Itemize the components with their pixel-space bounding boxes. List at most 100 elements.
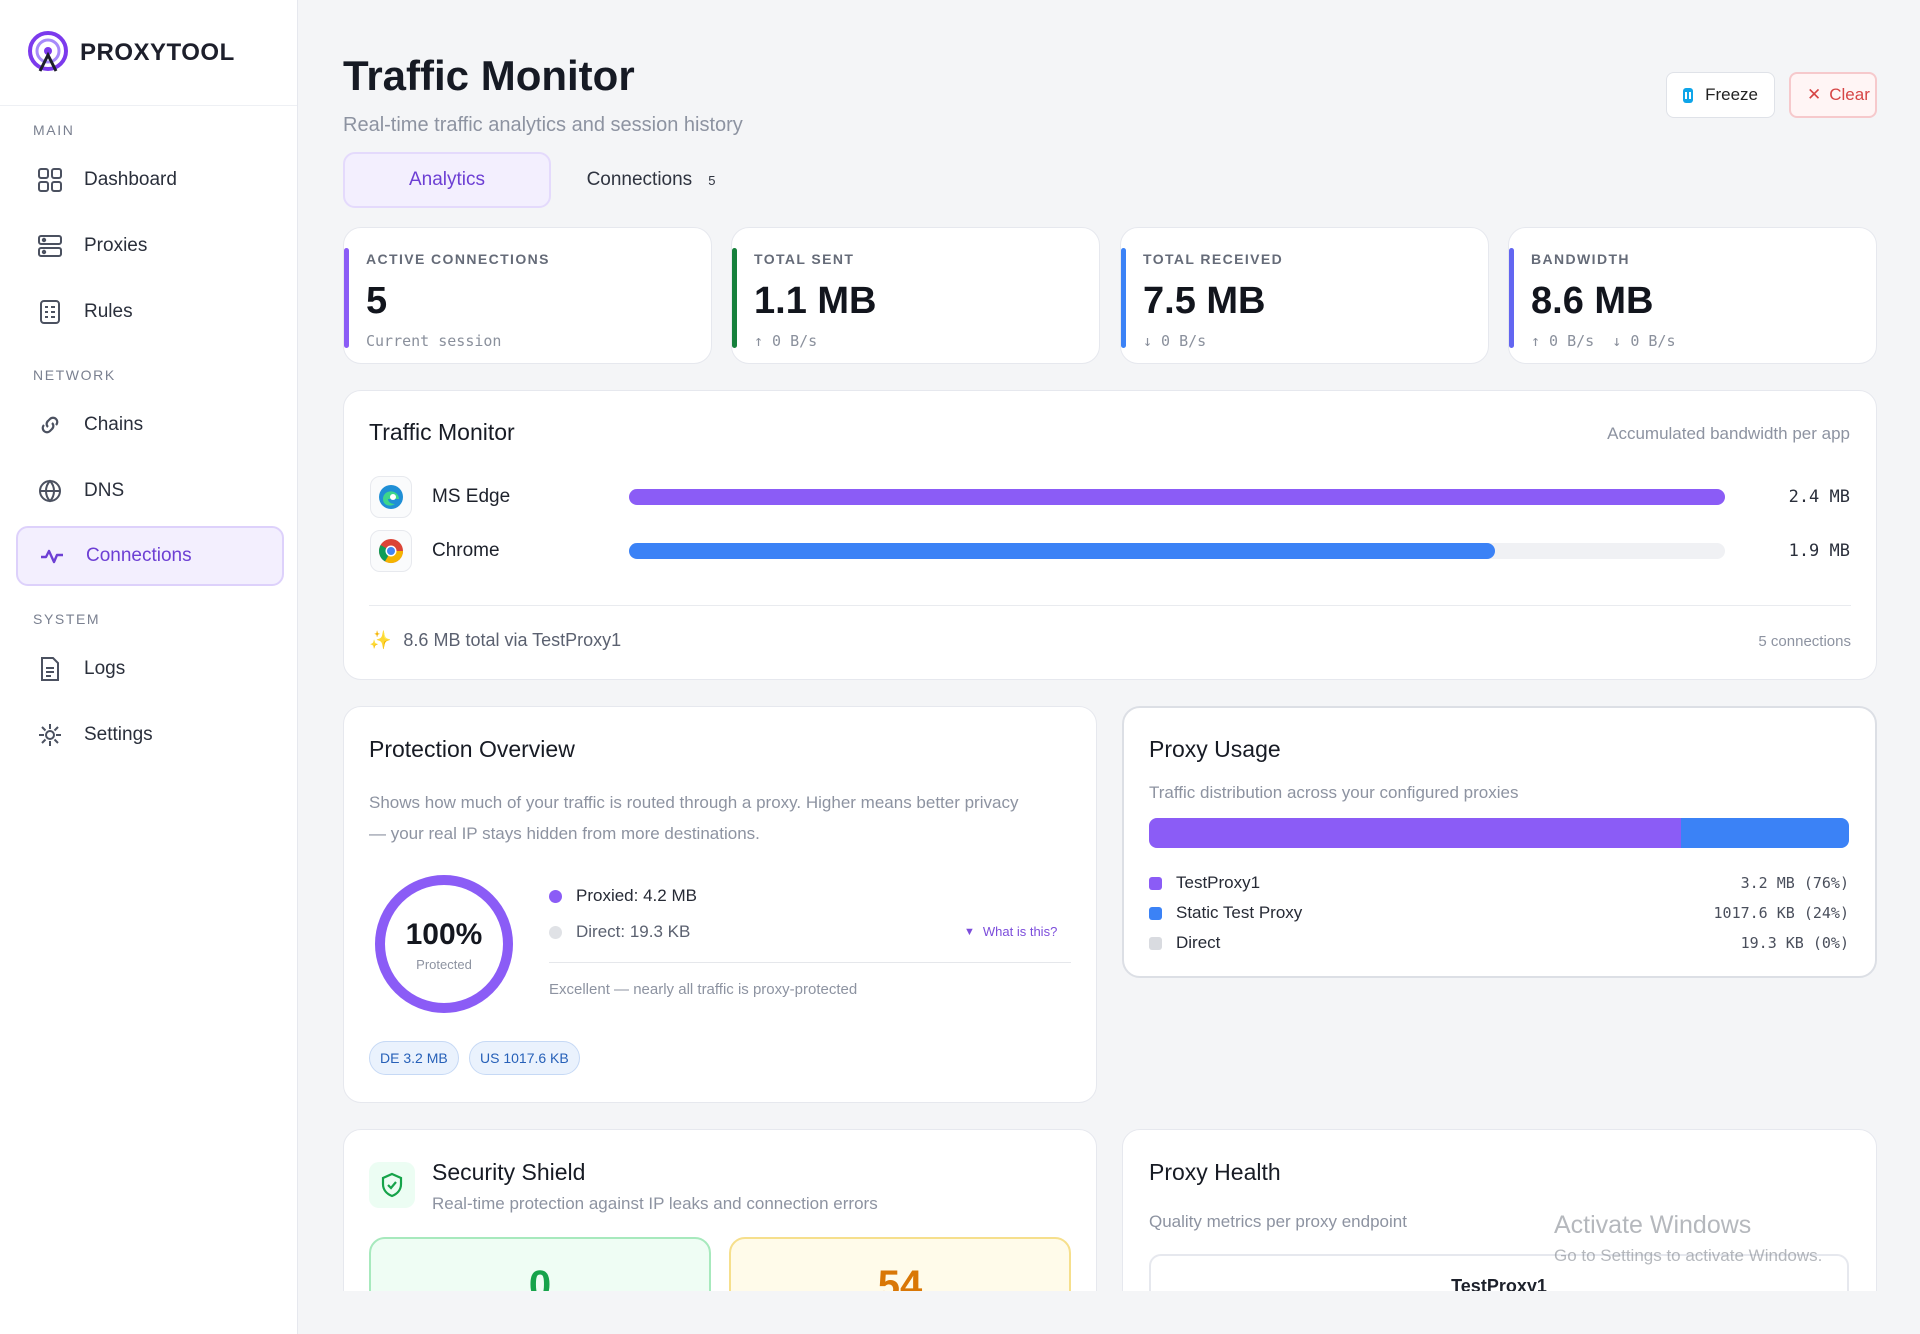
brand-name: PROXYTOOL: [80, 38, 235, 66]
globe-icon: [33, 474, 67, 508]
link-icon: [33, 408, 67, 442]
stat-note: Current session: [366, 332, 502, 350]
file-icon: [33, 652, 67, 686]
tab-count-badge: 5: [708, 172, 716, 188]
traffic-connection-count: 5 connections: [1758, 633, 1851, 650]
server-icon: [33, 229, 67, 263]
clear-button[interactable]: ✕ Clear: [1789, 72, 1877, 118]
tab-label: Analytics: [408, 169, 486, 190]
direct-dot-icon: [549, 925, 562, 939]
freeze-button[interactable]: Freeze: [1666, 72, 1775, 118]
checklist-icon: [33, 295, 67, 329]
section-main: MAIN: [33, 122, 75, 138]
accent-bar: [344, 248, 349, 348]
sidebar: PROXYTOOL MAIN Dashboard Proxies Rules N…: [0, 0, 298, 1334]
tab-connections[interactable]: Connections 5: [571, 152, 731, 208]
stat-label: TOTAL RECEIVED: [1143, 251, 1284, 267]
sidebar-item-logs[interactable]: Logs: [16, 639, 284, 699]
sidebar-item-dashboard[interactable]: Dashboard: [16, 150, 284, 210]
stat-label: ACTIVE CONNECTIONS: [366, 251, 550, 267]
protection-description-line: Shows how much of your traffic is routed…: [369, 793, 1019, 812]
usage-row: Static Test Proxy 1017.6 KB (24%): [1149, 898, 1849, 928]
sidebar-item-label: DNS: [84, 480, 125, 501]
stat-label: TOTAL SENT: [754, 251, 855, 267]
traffic-monitor-card: [343, 390, 1877, 680]
edge-icon: [370, 476, 412, 518]
protection-ring: [375, 875, 513, 1013]
bandwidth-bar-track: [629, 489, 1725, 505]
pause-icon: [1683, 87, 1694, 103]
protection-verdict: Excellent — nearly all traffic is proxy-…: [549, 981, 858, 998]
proxy-usage-title: Proxy Usage: [1149, 736, 1281, 762]
proxy-usage-legend: TestProxy1 3.2 MB (76%) Static Test Prox…: [1149, 868, 1849, 958]
sidebar-item-label: Logs: [84, 658, 126, 679]
stat-value: 8.6 MB: [1531, 280, 1654, 322]
legend-swatch-icon: [1149, 906, 1162, 920]
app-bandwidth-value: 1.9 MB: [1788, 541, 1850, 561]
stat-value: 5: [366, 280, 388, 322]
page-subtitle: Real-time traffic analytics and session …: [343, 114, 743, 136]
section-system: SYSTEM: [33, 611, 101, 627]
watermark-title: Activate Windows: [1554, 1211, 1752, 1239]
usage-row: Direct 19.3 KB (0%): [1149, 928, 1849, 958]
stat-card-bandwidth: BANDWIDTH 8.6 MB ↑ 0 B/s ↓ 0 B/s: [1508, 227, 1877, 364]
sidebar-item-settings[interactable]: Settings: [16, 705, 284, 765]
chrome-icon: [370, 530, 412, 572]
brand: PROXYTOOL: [0, 0, 297, 106]
protection-title: Protection Overview: [369, 736, 575, 762]
app-name: Chrome: [432, 540, 500, 561]
stat-note: ↓ 0 B/s: [1143, 332, 1207, 350]
brand-logo-icon: [28, 30, 68, 72]
usage-name: Direct: [1176, 933, 1221, 952]
direct-value: Direct: 19.3 KB: [576, 922, 691, 941]
stat-card-total-received: TOTAL RECEIVED 7.5 MB ↓ 0 B/s: [1120, 227, 1489, 364]
tab-analytics[interactable]: Analytics: [343, 152, 551, 208]
legend-proxied: Proxied: 4.2 MB: [549, 886, 697, 906]
grid-icon: [33, 163, 67, 197]
scroll-cutoff: [299, 1291, 1920, 1334]
stat-label: BANDWIDTH: [1531, 251, 1630, 267]
sidebar-item-label: Rules: [84, 301, 133, 322]
usage-value: 19.3 KB (0%): [1740, 934, 1849, 952]
usage-value: 3.2 MB (76%): [1740, 874, 1849, 892]
accent-bar: [1121, 248, 1126, 348]
proxy-health-caption: Quality metrics per proxy endpoint: [1149, 1212, 1407, 1231]
stat-card-total-sent: TOTAL SENT 1.1 MB ↑ 0 B/s: [731, 227, 1100, 364]
stat-note: ↑ 0 B/s ↓ 0 B/s: [1531, 332, 1676, 350]
protection-description-line: — your real IP stays hidden from more de…: [369, 824, 760, 843]
stat-note: ↑ 0 B/s: [754, 332, 818, 350]
proxied-value: Proxied: 4.2 MB: [576, 886, 697, 905]
security-caption: Real-time protection against IP leaks an…: [432, 1194, 878, 1213]
sidebar-item-chains[interactable]: Chains: [16, 395, 284, 455]
sparkle-icon: ✨: [369, 630, 392, 650]
sidebar-item-dns[interactable]: DNS: [16, 461, 284, 521]
activity-icon: [35, 539, 69, 573]
usage-row: TestProxy1 3.2 MB (76%): [1149, 868, 1849, 898]
traffic-card-title: Traffic Monitor: [369, 419, 515, 445]
watermark-subtitle: Go to Settings to activate Windows.: [1554, 1246, 1823, 1265]
divider: [549, 962, 1071, 963]
sidebar-item-label: Dashboard: [84, 169, 177, 190]
app-row-chrome: Chrome 1.9 MB: [370, 529, 1850, 573]
proxy-usage-caption: Traffic distribution across your configu…: [1149, 783, 1519, 802]
usage-segment-static-test-proxy: [1681, 818, 1849, 848]
sidebar-item-rules[interactable]: Rules: [16, 282, 284, 342]
traffic-card-caption: Accumulated bandwidth per app: [1607, 424, 1850, 443]
page-title: Traffic Monitor: [343, 52, 635, 99]
clear-label: Clear: [1829, 85, 1870, 104]
sidebar-item-proxies[interactable]: Proxies: [16, 216, 284, 276]
usage-value: 1017.6 KB (24%): [1713, 904, 1849, 922]
tab-label: Connections: [586, 169, 693, 190]
sidebar-item-label: Chains: [84, 414, 144, 435]
traffic-total: 8.6 MB total via TestProxy1: [403, 630, 622, 650]
divider: [369, 605, 1851, 606]
app-name: MS Edge: [432, 486, 511, 507]
usage-name: TestProxy1: [1176, 873, 1261, 892]
what-is-this-link[interactable]: ▼ What is this?: [964, 924, 1057, 939]
app-row-ms-edge: MS Edge 2.4 MB: [370, 475, 1850, 519]
sidebar-item-connections[interactable]: Connections: [16, 526, 284, 586]
close-icon: ✕: [1807, 85, 1822, 104]
stat-value: 1.1 MB: [754, 280, 877, 322]
protection-percent-label: Protected: [416, 957, 472, 972]
security-title: Security Shield: [432, 1159, 586, 1185]
